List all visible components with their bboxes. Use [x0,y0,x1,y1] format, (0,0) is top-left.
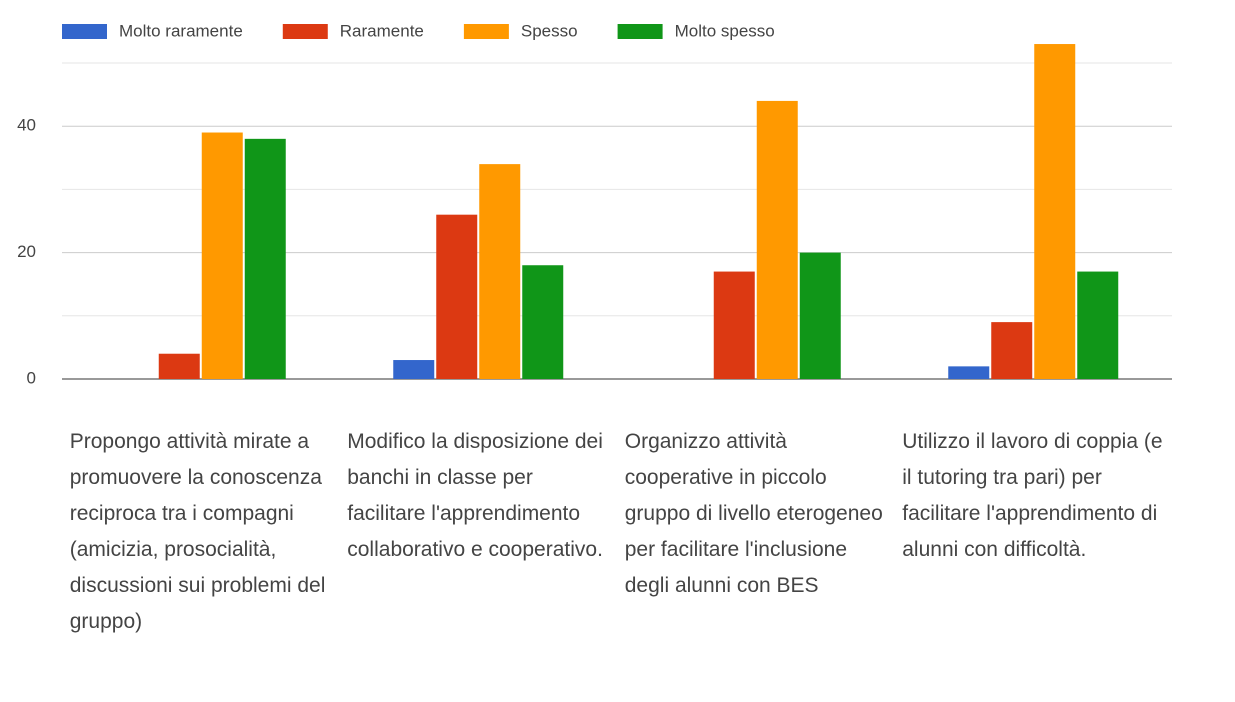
legend-label: Spesso [521,21,578,40]
x-tick-label: Propongo attività mirate a promuovere la… [69,430,326,633]
bar [799,252,841,379]
x-tick-label: Organizzo attività cooperative in piccol… [624,430,883,597]
bar [948,366,990,379]
bar [393,360,435,379]
legend-swatch [463,24,509,39]
x-tick-label: Utilizzo il lavoro di coppia (e il tutor… [902,430,1163,561]
bar [201,132,243,379]
y-tick-label: 20 [17,242,36,261]
bar [522,265,564,379]
legend-label: Molto spesso [675,21,775,40]
bar [436,214,478,379]
y-tick-label: 0 [27,368,36,387]
bar [756,100,798,380]
bar [158,353,200,379]
legend-label: Molto raramente [119,21,243,40]
legend-swatch [617,24,663,39]
bar [479,164,521,379]
bar [713,271,755,379]
legend-swatch [282,24,328,39]
legend-label: Raramente [340,21,424,40]
x-tick-label: Modifico la disposizione dei banchi in c… [347,430,603,561]
bar [244,138,286,379]
bar [1077,271,1119,379]
bar [1034,44,1076,379]
bar [991,322,1033,379]
legend-swatch [62,24,107,39]
y-tick-label: 40 [17,116,36,135]
